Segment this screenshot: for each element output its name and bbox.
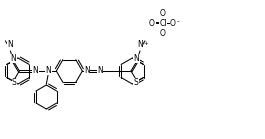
- Text: N: N: [33, 66, 38, 75]
- Text: +: +: [143, 41, 148, 46]
- Text: N: N: [84, 65, 90, 75]
- Text: N: N: [134, 54, 139, 63]
- Text: O: O: [149, 18, 155, 28]
- Text: N: N: [97, 65, 103, 75]
- Text: S: S: [12, 78, 17, 87]
- Text: N: N: [137, 40, 143, 49]
- Text: -: -: [177, 18, 179, 24]
- Text: O: O: [160, 8, 166, 18]
- Text: S: S: [134, 78, 138, 87]
- Text: O: O: [170, 18, 176, 28]
- Text: O: O: [160, 28, 166, 38]
- Text: N: N: [46, 66, 51, 75]
- Text: N: N: [10, 54, 16, 63]
- Text: N: N: [7, 40, 13, 49]
- Text: Cl: Cl: [159, 18, 167, 28]
